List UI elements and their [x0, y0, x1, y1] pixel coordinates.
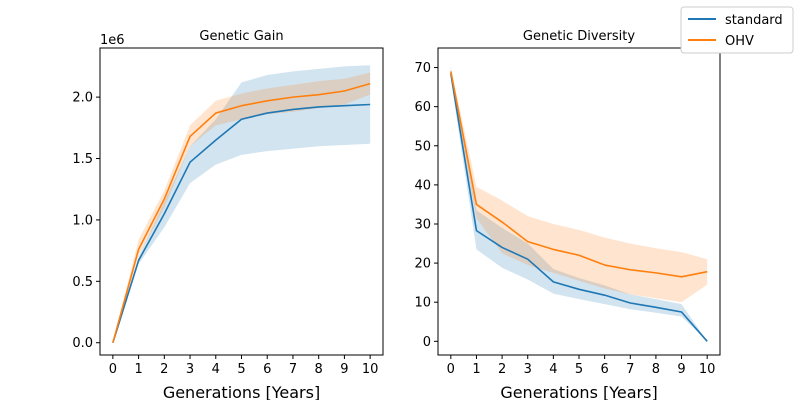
y-tick-label: 20: [414, 257, 431, 272]
x-tick-label: 3: [524, 362, 532, 377]
x-tick-label: 1: [134, 362, 142, 377]
y-tick-label: 0.0: [72, 336, 93, 351]
x-tick-label: 6: [263, 362, 271, 377]
x-tick-label: 9: [340, 362, 348, 377]
x-tick-label: 4: [212, 362, 220, 377]
legend-label-standard: standard: [725, 13, 783, 28]
confidence-band-ohv: [112, 72, 371, 343]
y-tick-label: 0.5: [72, 275, 93, 290]
y-tick-label: 50: [414, 139, 431, 154]
x-tick-label: 10: [362, 362, 379, 377]
x-tick-label: 5: [237, 362, 245, 377]
x-tick-label: 1: [472, 362, 480, 377]
x-tick-label: 5: [575, 362, 583, 377]
y-tick-label: 1.5: [72, 152, 93, 167]
x-tick-label: 3: [186, 362, 194, 377]
y-axis-offset-label: 1e6: [100, 33, 125, 48]
y-tick-label: 0: [423, 335, 431, 350]
x-tick-label: 7: [289, 362, 297, 377]
chart-genetic-diversity-xticks: 0 1 2 3 4 5 6 7 8 9 10: [447, 355, 716, 377]
y-tick-label: 1.0: [72, 213, 93, 228]
chart-genetic-gain-bands: [112, 65, 371, 343]
x-axis-title: Generations [Years]: [500, 383, 657, 400]
x-tick-label: 0: [447, 362, 455, 377]
x-tick-label: 10: [699, 362, 716, 377]
y-tick-label: 10: [414, 296, 431, 311]
x-tick-label: 2: [160, 362, 168, 377]
legend-label-ohv: OHV: [725, 34, 754, 49]
x-tick-label: 4: [549, 362, 557, 377]
chart-title: Genetic Gain: [199, 29, 283, 44]
confidence-band-standard: [450, 67, 708, 342]
chart-genetic-diversity-bands: [450, 67, 708, 342]
x-tick-label: 0: [109, 362, 117, 377]
x-tick-label: 2: [498, 362, 506, 377]
x-tick-label: 6: [600, 362, 608, 377]
x-tick-label: 7: [626, 362, 634, 377]
y-tick-label: 70: [414, 61, 431, 76]
x-axis-title: Generations [Years]: [163, 383, 320, 400]
confidence-band-standard: [112, 65, 371, 343]
chart-genetic-gain-xticks: 0 1 2 3 4 5 6 7 8 9 10: [109, 355, 379, 377]
x-tick-label: 9: [677, 362, 685, 377]
y-tick-label: 30: [414, 217, 431, 232]
y-tick-label: 60: [414, 100, 431, 115]
y-tick-label: 40: [414, 178, 431, 193]
legend: standard OHV: [680, 6, 794, 54]
series-line-ohv: [112, 82, 371, 343]
confidence-band-ohv: [450, 67, 708, 303]
series-line-standard: [112, 103, 371, 343]
chart-genetic-gain-yticks: 0.0 0.5 1.0 1.5 2.0: [72, 91, 100, 351]
chart-title: Genetic Diversity: [523, 29, 635, 44]
chart-genetic-gain: 0 1 2 3 4 5 6 7 8 9 10 0.0 0.5 1.0 1.5 2.0 Genetic Gai…: [72, 29, 384, 400]
chart-genetic-diversity-yticks: 0 10 20 30 40 50 60 70: [414, 61, 438, 350]
x-tick-label: 8: [652, 362, 660, 377]
chart-genetic-gain-lines: [112, 82, 371, 343]
chart-genetic-diversity-lines: [450, 71, 708, 342]
y-tick-label: 2.0: [72, 91, 93, 106]
series-line-standard: [450, 73, 708, 342]
x-tick-label: 8: [315, 362, 323, 377]
chart-genetic-diversity: 0 1 2 3 4 5 6 7 8 9 10 0 10 20 30 40 50 60 70 Genetic Div…: [414, 29, 721, 400]
series-line-ohv: [450, 71, 708, 278]
